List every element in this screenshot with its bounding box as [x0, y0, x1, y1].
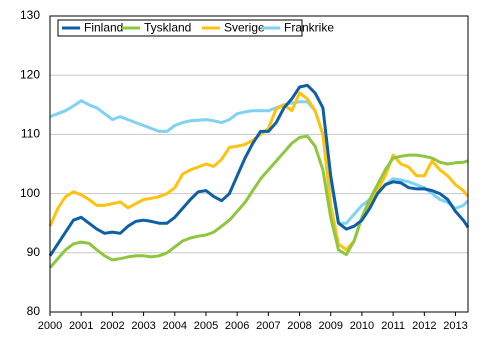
x-tick-label: 2010	[350, 320, 374, 332]
x-tick-label: 2008	[287, 320, 311, 332]
y-tick-label: 120	[20, 67, 40, 81]
x-tick-label: 2005	[194, 320, 218, 332]
x-tick-label: 2000	[38, 320, 62, 332]
x-tick-label: 2013	[443, 320, 467, 332]
x-tick-label: 2009	[319, 320, 343, 332]
x-tick-label: 2002	[100, 320, 124, 332]
line-series	[48, 91, 470, 252]
legend-label: Tyskland	[144, 21, 191, 35]
legend-label: Sverige	[224, 21, 265, 35]
plot-border	[49, 15, 469, 313]
x-tick-label: 2001	[69, 320, 93, 332]
plot-area	[50, 16, 468, 312]
y-tick-label: 110	[21, 127, 40, 141]
y-tick-label: 130	[20, 8, 40, 22]
y-tick-label: 90	[27, 245, 41, 259]
line-series	[48, 134, 469, 269]
line-series	[48, 83, 470, 257]
y-tick-label: 80	[27, 304, 41, 318]
x-tick-label: 2007	[256, 320, 280, 332]
legend-box	[57, 19, 303, 37]
x-tick-label: 2006	[225, 320, 249, 332]
x-tick-label: 2003	[131, 320, 155, 332]
x-tick-label: 2011	[381, 320, 405, 332]
line-series	[49, 99, 470, 225]
legend-label: Frankrike	[284, 21, 334, 35]
x-tick-label: 2012	[412, 320, 436, 332]
y-tick-label: 100	[20, 186, 40, 200]
x-tick-label: 2004	[163, 320, 187, 332]
legend-label: Finland	[84, 21, 123, 35]
